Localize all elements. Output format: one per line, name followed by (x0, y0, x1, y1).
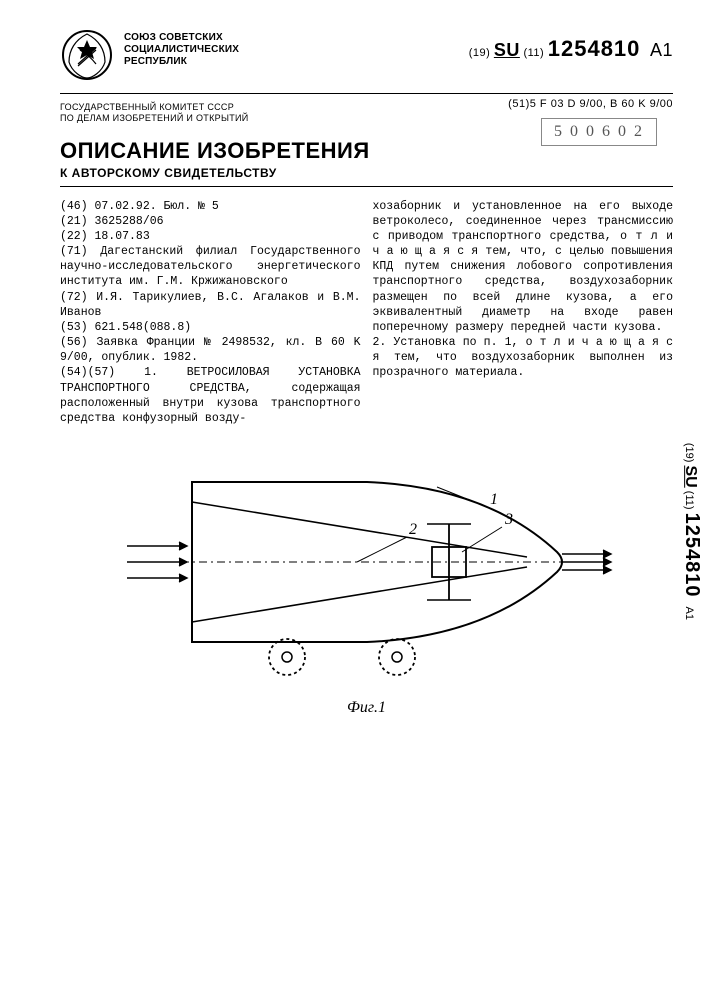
wheel-rear-hub (392, 652, 402, 662)
leader-1 (437, 487, 487, 507)
page: СОЮЗ СОВЕТСКИХ СОЦИАЛИСТИЧЕСКИХ РЕСПУБЛИ… (0, 0, 707, 1000)
intake-bottom-line (192, 567, 527, 622)
divider (60, 186, 673, 187)
side-prefix: (19) (683, 443, 695, 463)
header: СОЮЗ СОВЕТСКИХ СОЦИАЛИСТИЧЕСКИХ РЕСПУБЛИ… (60, 28, 673, 87)
country-code: SU (494, 40, 520, 60)
side-mid: (11) (683, 491, 695, 510)
ussr-emblem-icon (60, 28, 114, 87)
biblio-text-right: хозаборник и установленное на его выходе… (373, 199, 674, 381)
inlet-arrows (127, 542, 187, 582)
leader-3 (462, 527, 502, 552)
label-1: 1 (490, 491, 498, 508)
union-label: СОЮЗ СОВЕТСКИХ СОЦИАЛИСТИЧЕСКИХ РЕСПУБЛИ… (124, 32, 239, 68)
publication-number: (19) SU (11) 1254810 A1 (469, 36, 673, 62)
wheel-front-hub (282, 652, 292, 662)
label-3: 3 (504, 511, 513, 528)
document-subtitle: К АВТОРСКОМУ СВИДЕТЕЛЬСТВУ (60, 166, 673, 180)
side-country: SU (682, 465, 699, 487)
wheel-rear-icon (379, 639, 415, 675)
column-right: хозаборник и установленное на его выходе… (373, 199, 674, 427)
bibliographic-body: (46) 07.02.92. Бюл. № 5 (21) 3625288/06 … (60, 199, 673, 427)
side-suffix: A1 (683, 607, 695, 620)
kind-suffix: A1 (650, 40, 673, 60)
figure-caption: Фиг.1 (60, 699, 673, 717)
column-left: (46) 07.02.92. Бюл. № 5 (21) 3625288/06 … (60, 199, 361, 427)
kind-prefix: (19) (469, 47, 491, 59)
leader-2 (357, 537, 407, 562)
patent-number: 1254810 (548, 36, 641, 61)
figure-1: 1 2 3 Фиг.1 (60, 462, 673, 717)
ipc-prefix: (51)5 (508, 98, 536, 110)
handwritten-stamp: 5 0 0 6 0 2 (541, 118, 657, 146)
side-number: 1254810 (681, 513, 703, 598)
ipc-codes: F 03 D 9/00, B 60 K 9/00 (540, 98, 673, 110)
intake-top-line (192, 502, 527, 557)
outlet-arrows (562, 550, 611, 574)
side-publication-number: (19) SU (11) 1254810 A1 (680, 443, 703, 620)
agency-label: ГОСУДАРСТВЕННЫЙ КОМИТЕТ СССР ПО ДЕЛАМ ИЗ… (60, 102, 249, 124)
divider (60, 93, 673, 94)
wheel-front-icon (269, 639, 305, 675)
label-2: 2 (409, 521, 417, 538)
biblio-text-left: (46) 07.02.92. Бюл. № 5 (21) 3625288/06 … (60, 199, 361, 427)
ipc-classification: (51)5 F 03 D 9/00, B 60 K 9/00 (508, 98, 673, 110)
kind-mid: (11) (523, 47, 544, 59)
